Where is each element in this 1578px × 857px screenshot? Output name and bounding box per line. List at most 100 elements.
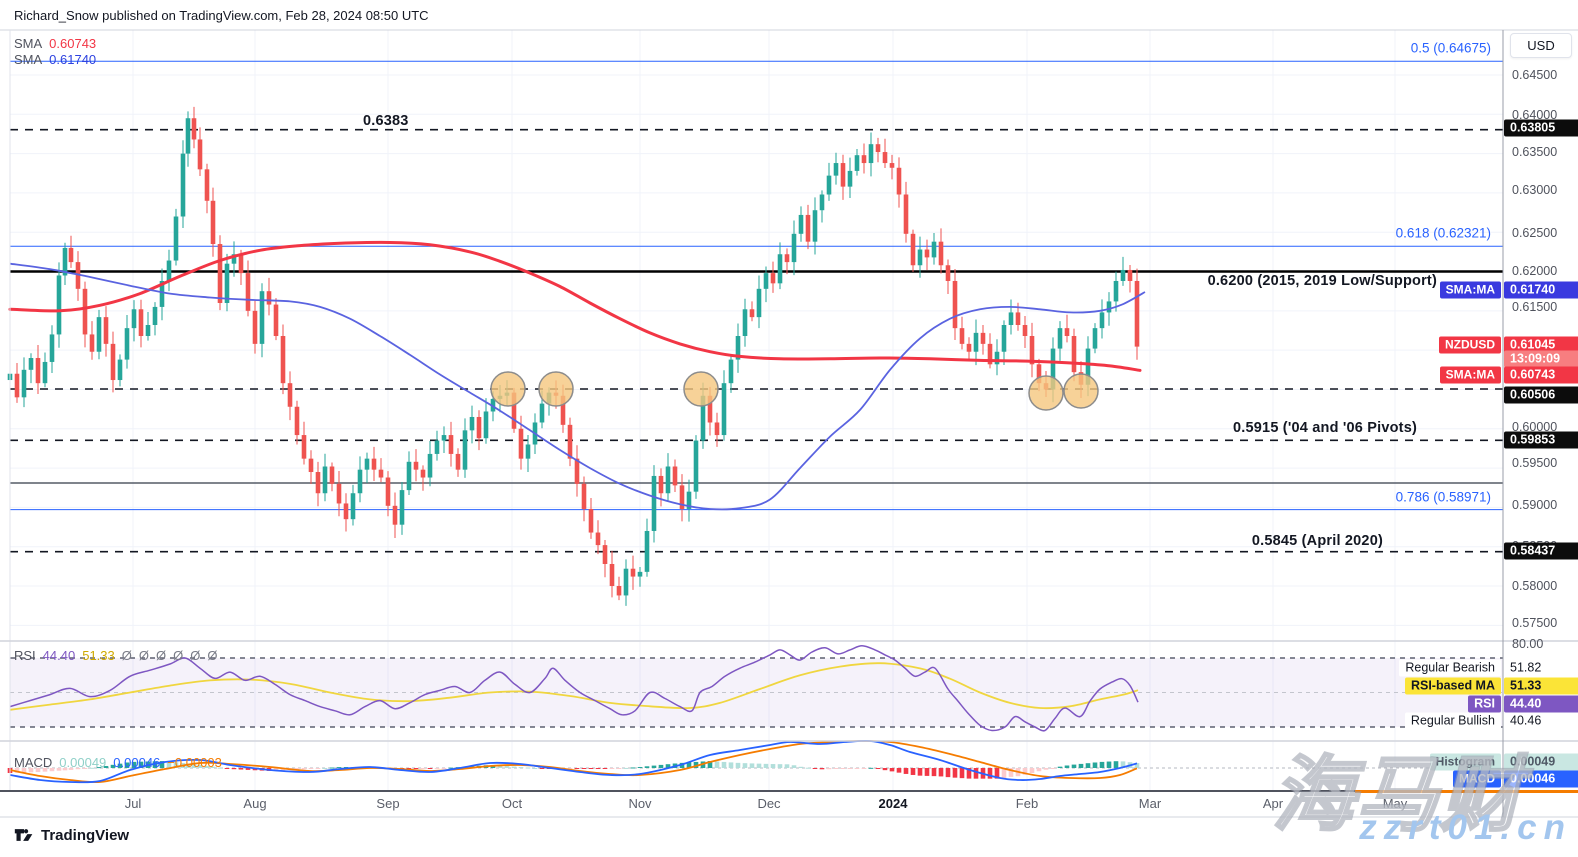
candle-body [889,163,895,168]
candle-body [644,530,650,572]
rsi-axis-label: RSI [1468,695,1501,713]
candle-body [315,472,321,494]
macd-histogram-bar [756,763,762,768]
candle-body [448,435,454,454]
candle-body [145,325,151,337]
rsi-axis-label: RSI-based MA [1404,677,1501,695]
macd-histogram-bar [882,768,888,771]
time-axis-label: Dec [757,796,781,811]
macd-histogram-bar [742,763,748,768]
macd-histogram-bar [875,768,881,769]
macd-histogram-bar [784,764,790,768]
macd-histogram-bar [56,768,62,771]
time-axis-label: Sep [376,796,400,811]
candle-body [180,153,186,217]
price-axis-tick: 0.63000 [1512,183,1558,197]
candle-body [210,200,216,245]
tradingview-logo-icon [14,829,33,841]
macd-histogram-bar [903,768,909,774]
macd-histogram-bar [329,767,335,769]
macd-histogram-bar [210,766,216,768]
rsi-legend-row-value: RSI [14,648,36,663]
macd-histogram-bar [1057,766,1063,768]
highlight-circle [490,371,526,407]
candle-body [700,395,706,441]
candle-body [994,351,1000,365]
candle-body [159,280,165,307]
macd-histogram-bar [539,768,545,769]
candle-body [826,175,832,195]
macd-histogram-bar [595,768,601,769]
macd-histogram-bar [812,768,818,769]
candle-body [609,563,615,587]
candle-body [721,383,727,436]
macd-histogram-bar [819,768,825,770]
macd-histogram-bar [714,761,720,768]
macd-histogram-bar [1064,765,1070,768]
macd-histogram-bar [1078,763,1084,768]
time-axis-label: Mar [1138,796,1162,811]
macd-histogram-bar [833,768,839,769]
macd-histogram-bar [336,767,342,769]
price-axis-badge: 0.61045 [1504,336,1578,354]
candle-body [266,291,272,305]
candle-body [854,155,860,171]
macd-histogram-bar [35,768,41,773]
candle-body [252,310,258,344]
price-axis-badge: 0.60743 [1504,366,1578,384]
time-axis-label: 2024 [878,796,908,811]
candle-body [124,328,130,360]
macd-histogram-bar [623,767,629,769]
candle-body [82,288,88,335]
price-axis-badge: 0.59853 [1504,431,1578,449]
macd-histogram-bar [14,768,20,773]
candle-body [343,503,349,520]
candle-body [103,317,109,344]
macd-histogram-bar [840,768,846,769]
price-annotation: 0.786 (0.58971) [1395,489,1491,505]
macd-histogram-bar [532,768,538,769]
candle-body [749,309,755,318]
usd-button[interactable]: USD [1510,33,1572,58]
time-axis-label: Apr [1262,796,1284,811]
candle-body [56,275,62,335]
candle-body [525,444,531,459]
macd-histogram-bar [1043,768,1049,770]
macd-histogram-bar [602,768,608,769]
candle-body [637,571,643,577]
candle-body [117,359,123,381]
candle-body [294,406,300,436]
tradingview-brand[interactable]: TradingView [14,825,129,845]
candle-body [231,254,237,264]
candle-body [476,416,482,439]
macd-line [9,739,1138,784]
highlight-circle [1028,375,1064,411]
candle-body [469,416,475,431]
macd-histogram-bar [518,767,524,769]
macd-histogram-bar [959,768,965,779]
candle-body [945,265,951,281]
main-legend-row-1: SMA 0.61740 [14,52,103,67]
candle-body [96,317,102,352]
macd-histogram-bar [294,768,300,770]
candle-body [651,475,657,531]
macd-histogram-bar [917,768,923,776]
rsi-legend-row-value: 51.33 [82,648,115,663]
macd-histogram-bar [68,768,74,770]
candle-body [910,233,916,266]
candle-body [1099,312,1105,329]
price-axis-tick: 0.64000 [1512,108,1558,122]
candle-body [616,586,622,596]
macd-histogram-bar [159,761,165,768]
macd-histogram-bar [798,766,804,768]
macd-histogram-bar [103,766,109,768]
macd-legend-row-value: 0.00046 [113,755,161,770]
macd-histogram-bar [931,768,937,777]
macd-histogram-bar [826,768,832,770]
macd-histogram-bar [763,763,769,768]
candle-body [560,395,566,425]
price-annotation: 0.6200 (2015, 2019 Low/Support) [1207,273,1437,289]
candle-body [819,194,825,211]
rsi-axis-value: 44.40 [1504,695,1578,713]
